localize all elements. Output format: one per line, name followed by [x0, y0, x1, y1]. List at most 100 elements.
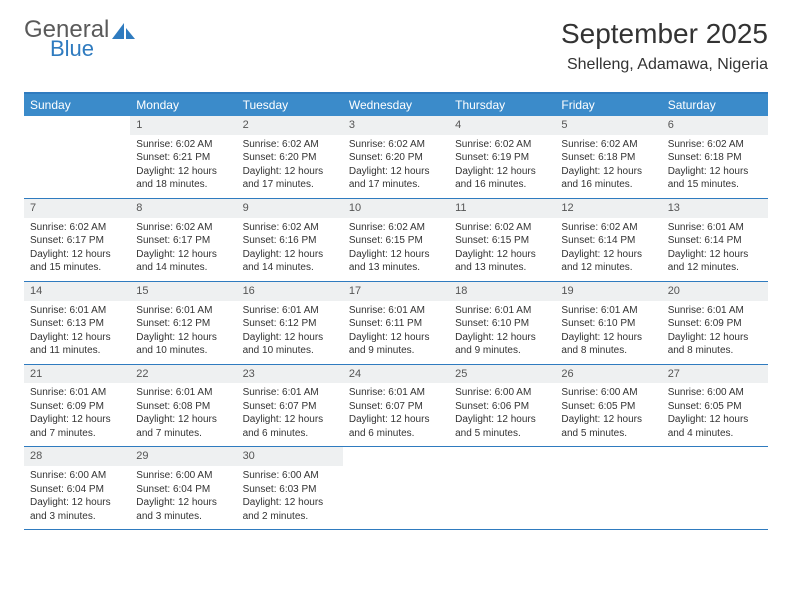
daylight-text: Daylight: 12 hours and 15 minutes.	[668, 165, 762, 192]
sunset-text: Sunset: 6:18 PM	[668, 151, 762, 165]
sunrise-text: Sunrise: 6:01 AM	[136, 386, 230, 400]
day-body: Sunrise: 6:02 AMSunset: 6:18 PMDaylight:…	[662, 135, 768, 192]
day-number: 20	[662, 282, 768, 301]
day-cell: 27Sunrise: 6:00 AMSunset: 6:05 PMDayligh…	[662, 365, 768, 447]
daylight-text: Daylight: 12 hours and 9 minutes.	[455, 331, 549, 358]
day-number: 26	[555, 365, 661, 384]
day-cell: 13Sunrise: 6:01 AMSunset: 6:14 PMDayligh…	[662, 199, 768, 281]
daylight-text: Daylight: 12 hours and 17 minutes.	[349, 165, 443, 192]
day-number: 9	[237, 199, 343, 218]
daylight-text: Daylight: 12 hours and 3 minutes.	[30, 496, 124, 523]
month-title: September 2025	[561, 18, 768, 50]
day-cell: .	[343, 447, 449, 529]
day-cell: 29Sunrise: 6:00 AMSunset: 6:04 PMDayligh…	[130, 447, 236, 529]
day-cell: .	[24, 116, 130, 198]
sunrise-text: Sunrise: 6:02 AM	[455, 221, 549, 235]
sunrise-text: Sunrise: 6:01 AM	[243, 304, 337, 318]
sunset-text: Sunset: 6:04 PM	[30, 483, 124, 497]
sunset-text: Sunset: 6:14 PM	[668, 234, 762, 248]
sunrise-text: Sunrise: 6:01 AM	[30, 386, 124, 400]
day-number: 22	[130, 365, 236, 384]
day-cell: 11Sunrise: 6:02 AMSunset: 6:15 PMDayligh…	[449, 199, 555, 281]
sunset-text: Sunset: 6:15 PM	[455, 234, 549, 248]
location-label: Shelleng, Adamawa, Nigeria	[561, 56, 768, 74]
day-body: Sunrise: 6:02 AMSunset: 6:16 PMDaylight:…	[237, 218, 343, 275]
day-number: 24	[343, 365, 449, 384]
day-body: Sunrise: 6:02 AMSunset: 6:14 PMDaylight:…	[555, 218, 661, 275]
sunrise-text: Sunrise: 6:01 AM	[30, 304, 124, 318]
week-row: 21Sunrise: 6:01 AMSunset: 6:09 PMDayligh…	[24, 365, 768, 448]
sunset-text: Sunset: 6:10 PM	[561, 317, 655, 331]
weekday-header: Tuesday	[237, 94, 343, 116]
day-number: 19	[555, 282, 661, 301]
day-cell: 20Sunrise: 6:01 AMSunset: 6:09 PMDayligh…	[662, 282, 768, 364]
sunrise-text: Sunrise: 6:01 AM	[668, 304, 762, 318]
day-number: 23	[237, 365, 343, 384]
day-cell: .	[555, 447, 661, 529]
day-cell: 8Sunrise: 6:02 AMSunset: 6:17 PMDaylight…	[130, 199, 236, 281]
day-cell: 1Sunrise: 6:02 AMSunset: 6:21 PMDaylight…	[130, 116, 236, 198]
day-body: Sunrise: 6:02 AMSunset: 6:20 PMDaylight:…	[343, 135, 449, 192]
sunrise-text: Sunrise: 6:02 AM	[349, 138, 443, 152]
weekday-header: Thursday	[449, 94, 555, 116]
day-body: Sunrise: 6:00 AMSunset: 6:03 PMDaylight:…	[237, 466, 343, 523]
day-body: Sunrise: 6:00 AMSunset: 6:04 PMDaylight:…	[24, 466, 130, 523]
sunset-text: Sunset: 6:14 PM	[561, 234, 655, 248]
weekday-header-row: Sunday Monday Tuesday Wednesday Thursday…	[24, 94, 768, 116]
weekday-header: Sunday	[24, 94, 130, 116]
day-cell: 10Sunrise: 6:02 AMSunset: 6:15 PMDayligh…	[343, 199, 449, 281]
day-body: Sunrise: 6:01 AMSunset: 6:08 PMDaylight:…	[130, 383, 236, 440]
sunset-text: Sunset: 6:18 PM	[561, 151, 655, 165]
sunrise-text: Sunrise: 6:02 AM	[30, 221, 124, 235]
weekday-header: Friday	[555, 94, 661, 116]
sunset-text: Sunset: 6:08 PM	[136, 400, 230, 414]
sunrise-text: Sunrise: 6:02 AM	[349, 221, 443, 235]
daylight-text: Daylight: 12 hours and 12 minutes.	[561, 248, 655, 275]
sunrise-text: Sunrise: 6:00 AM	[561, 386, 655, 400]
sail-icon	[111, 22, 137, 44]
sunset-text: Sunset: 6:04 PM	[136, 483, 230, 497]
daylight-text: Daylight: 12 hours and 4 minutes.	[668, 413, 762, 440]
daylight-text: Daylight: 12 hours and 14 minutes.	[136, 248, 230, 275]
day-number: 25	[449, 365, 555, 384]
day-cell: 4Sunrise: 6:02 AMSunset: 6:19 PMDaylight…	[449, 116, 555, 198]
day-number: 4	[449, 116, 555, 135]
sunrise-text: Sunrise: 6:01 AM	[136, 304, 230, 318]
sunrise-text: Sunrise: 6:00 AM	[136, 469, 230, 483]
day-cell: 18Sunrise: 6:01 AMSunset: 6:10 PMDayligh…	[449, 282, 555, 364]
sunset-text: Sunset: 6:20 PM	[349, 151, 443, 165]
day-cell: 7Sunrise: 6:02 AMSunset: 6:17 PMDaylight…	[24, 199, 130, 281]
day-number: 21	[24, 365, 130, 384]
sunset-text: Sunset: 6:12 PM	[243, 317, 337, 331]
daylight-text: Daylight: 12 hours and 8 minutes.	[561, 331, 655, 358]
day-body: Sunrise: 6:01 AMSunset: 6:09 PMDaylight:…	[24, 383, 130, 440]
day-number: 13	[662, 199, 768, 218]
sunset-text: Sunset: 6:05 PM	[668, 400, 762, 414]
day-number: 27	[662, 365, 768, 384]
sunrise-text: Sunrise: 6:02 AM	[668, 138, 762, 152]
sunset-text: Sunset: 6:16 PM	[243, 234, 337, 248]
daylight-text: Daylight: 12 hours and 7 minutes.	[136, 413, 230, 440]
sunrise-text: Sunrise: 6:01 AM	[349, 304, 443, 318]
day-number: 29	[130, 447, 236, 466]
day-cell: 22Sunrise: 6:01 AMSunset: 6:08 PMDayligh…	[130, 365, 236, 447]
sunrise-text: Sunrise: 6:00 AM	[243, 469, 337, 483]
week-row: 14Sunrise: 6:01 AMSunset: 6:13 PMDayligh…	[24, 282, 768, 365]
day-cell: 6Sunrise: 6:02 AMSunset: 6:18 PMDaylight…	[662, 116, 768, 198]
sunset-text: Sunset: 6:17 PM	[136, 234, 230, 248]
sunrise-text: Sunrise: 6:02 AM	[561, 138, 655, 152]
daylight-text: Daylight: 12 hours and 18 minutes.	[136, 165, 230, 192]
day-number: 30	[237, 447, 343, 466]
day-body: Sunrise: 6:01 AMSunset: 6:10 PMDaylight:…	[449, 301, 555, 358]
day-cell: 2Sunrise: 6:02 AMSunset: 6:20 PMDaylight…	[237, 116, 343, 198]
sunset-text: Sunset: 6:13 PM	[30, 317, 124, 331]
sunrise-text: Sunrise: 6:01 AM	[561, 304, 655, 318]
day-number: 1	[130, 116, 236, 135]
sunset-text: Sunset: 6:09 PM	[30, 400, 124, 414]
sunrise-text: Sunrise: 6:02 AM	[561, 221, 655, 235]
day-number: 11	[449, 199, 555, 218]
sunrise-text: Sunrise: 6:02 AM	[136, 221, 230, 235]
day-cell: 14Sunrise: 6:01 AMSunset: 6:13 PMDayligh…	[24, 282, 130, 364]
daylight-text: Daylight: 12 hours and 11 minutes.	[30, 331, 124, 358]
sunrise-text: Sunrise: 6:01 AM	[668, 221, 762, 235]
